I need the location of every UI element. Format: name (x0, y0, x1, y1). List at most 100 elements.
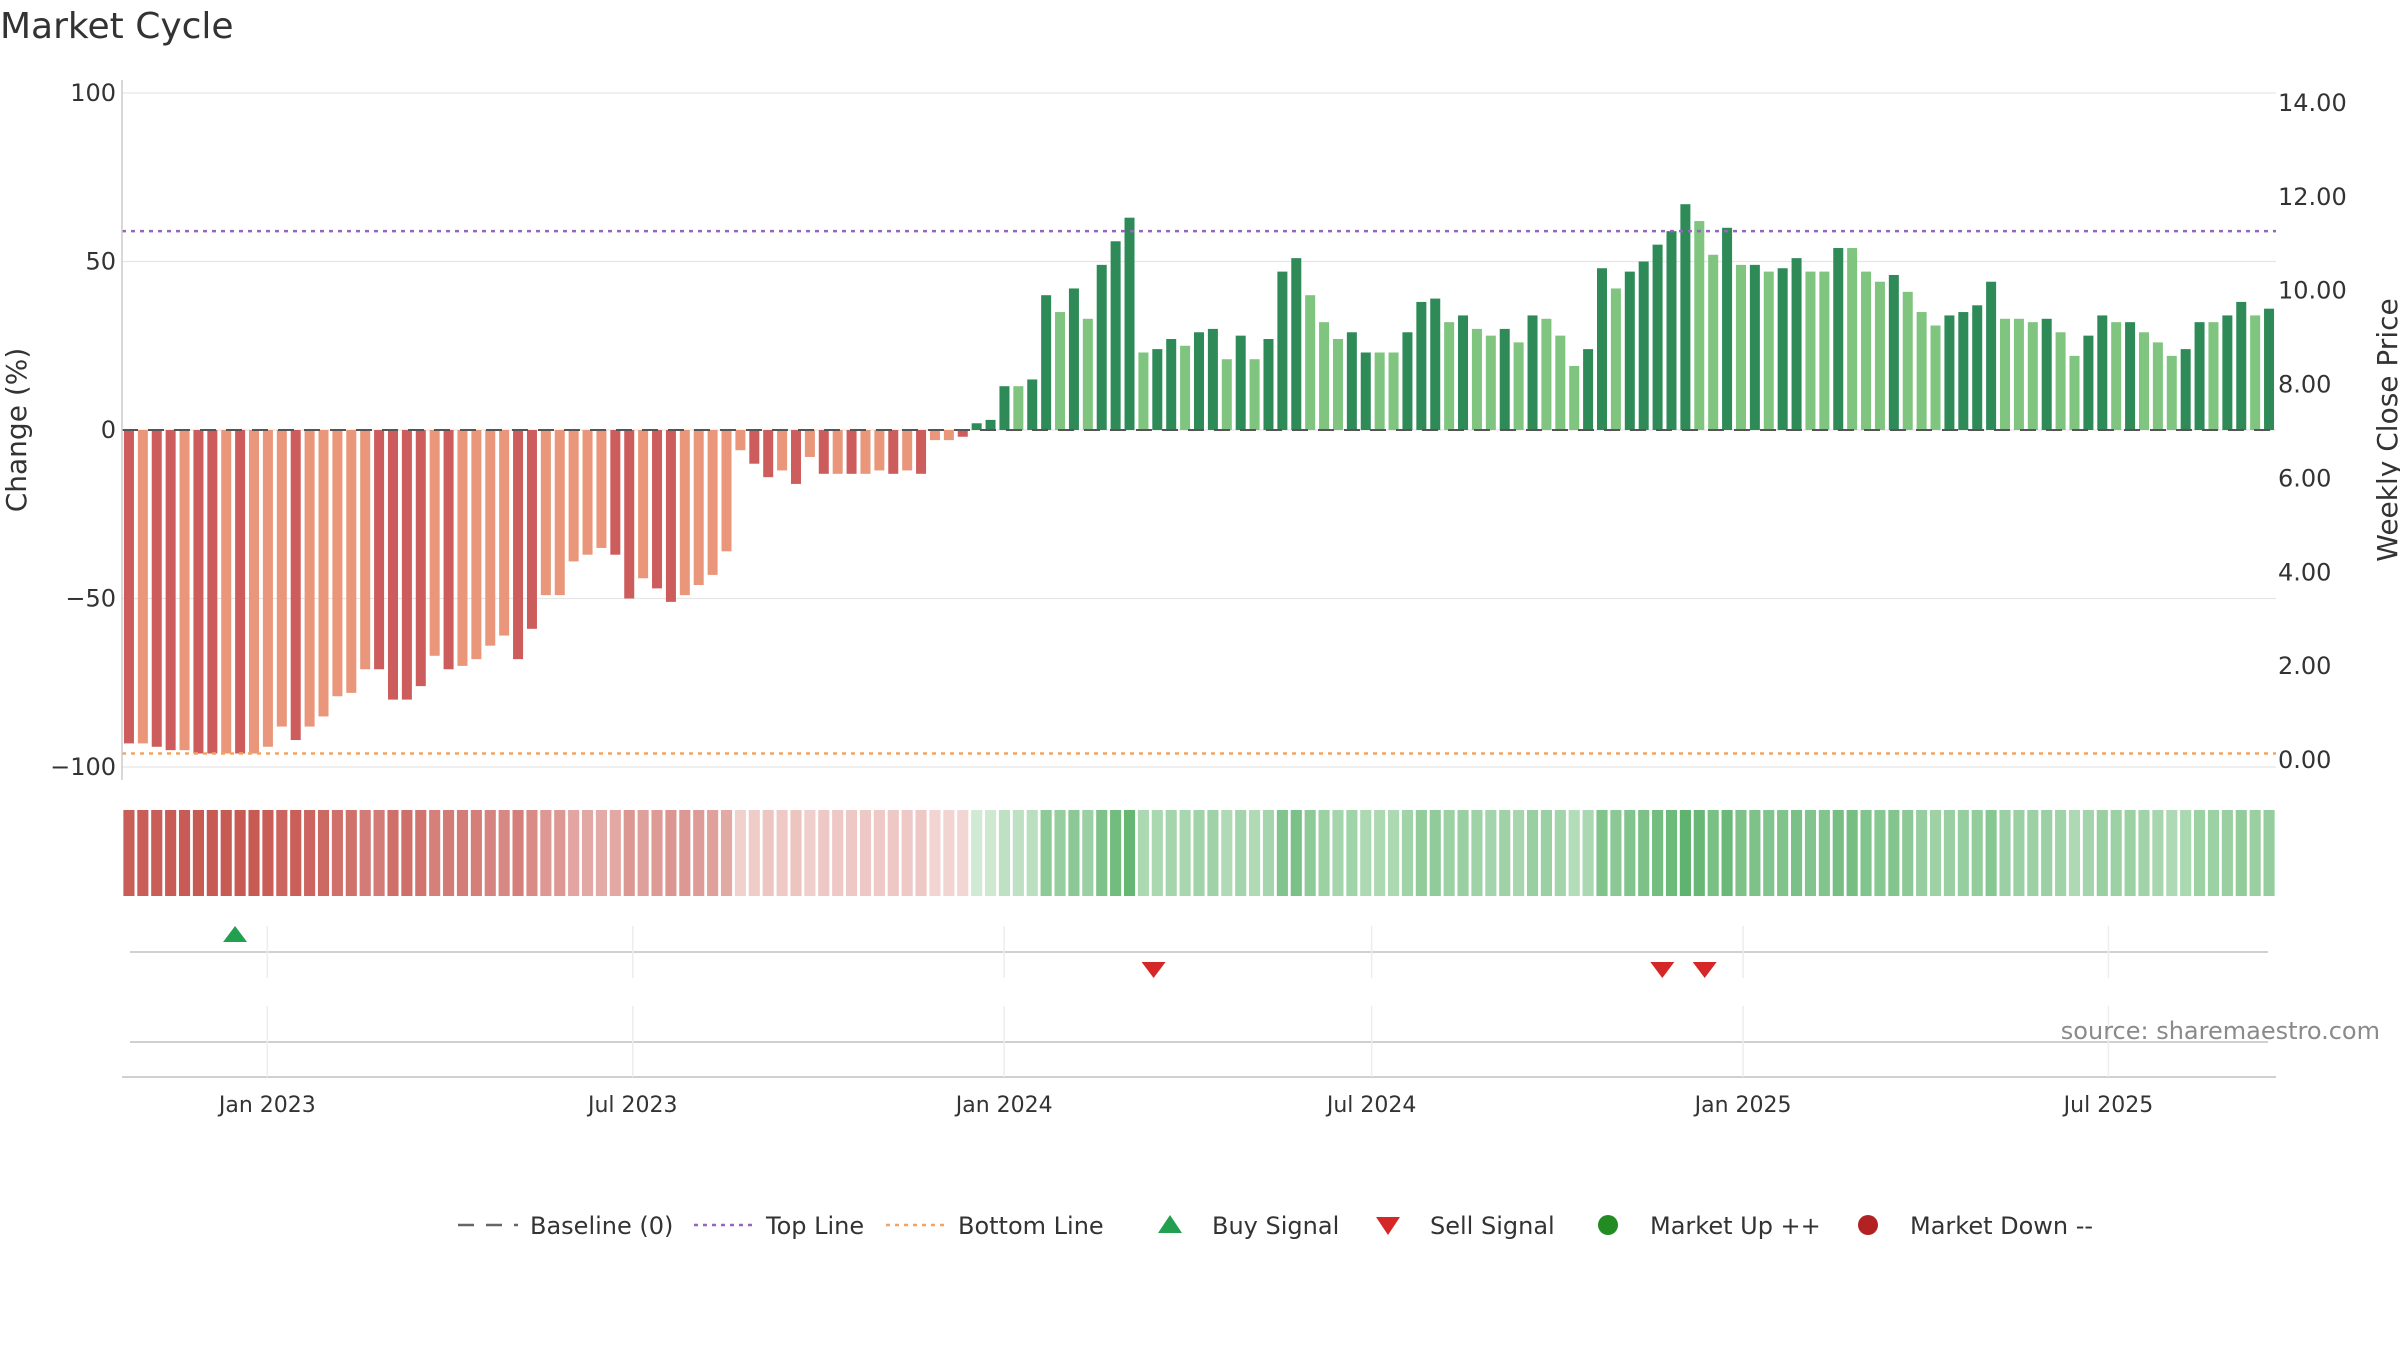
heat-cell (1401, 810, 1414, 896)
bar (1541, 318, 1552, 430)
legend-swatch (1858, 1215, 1878, 1235)
bar (1388, 352, 1399, 430)
x-tick-label: Jan 2023 (217, 1093, 316, 1118)
bar (1847, 248, 1858, 430)
bar (554, 430, 565, 596)
heat-cell (2235, 810, 2247, 896)
bar (2180, 349, 2191, 430)
bar (2000, 318, 2011, 430)
bar (1708, 254, 1719, 430)
bar (513, 430, 524, 660)
bars-group (123, 204, 2275, 754)
bar (151, 430, 162, 747)
bar (1471, 328, 1482, 430)
heat-cell (1137, 810, 1149, 896)
bar (1444, 322, 1455, 430)
heat-cell (151, 810, 163, 896)
bar (1916, 312, 1927, 430)
bar (693, 430, 704, 586)
heat-cell (623, 810, 635, 896)
heat-cell (206, 810, 218, 896)
bar (679, 430, 690, 596)
bar (2250, 315, 2261, 430)
bar (290, 430, 301, 741)
bar (2208, 322, 2219, 430)
heat-cell (581, 810, 594, 896)
bar (1458, 315, 1469, 430)
heat-cell (1026, 810, 1038, 896)
bar (1735, 264, 1746, 430)
bar (1930, 325, 1941, 430)
heat-cell (1582, 810, 1594, 896)
heat-cell (957, 810, 969, 896)
bar (401, 430, 412, 700)
bar (1722, 227, 1733, 430)
bar (1180, 345, 1191, 430)
bar (1791, 258, 1802, 430)
heat-cell (1596, 810, 1608, 896)
bar (485, 430, 496, 646)
legend-label: Baseline (0) (530, 1212, 673, 1240)
bar (249, 430, 260, 754)
heat-cell (1818, 810, 1830, 896)
heat-cell (2138, 810, 2150, 896)
bar (1193, 332, 1205, 430)
bar (957, 430, 968, 437)
heat-cell (1360, 810, 1372, 896)
heat-cell (1249, 810, 1261, 896)
buy-signal-marker (223, 926, 248, 942)
heat-cell (304, 810, 316, 896)
heat-cell (123, 810, 135, 896)
bar (1013, 386, 1024, 430)
bar (332, 430, 343, 697)
heat-cell (790, 810, 802, 896)
heat-cell (2082, 810, 2094, 896)
bar (763, 430, 774, 478)
heat-cell (2055, 810, 2067, 896)
heat-cell (1916, 810, 1928, 896)
bar (1207, 328, 1218, 430)
heat-cell (2110, 810, 2122, 896)
heat-cell (401, 810, 413, 896)
y-tick-label: 100 (70, 79, 116, 107)
heat-cell (637, 810, 649, 896)
bar (1513, 342, 1524, 430)
bar (999, 386, 1010, 430)
right-axis-ticks: 14.00 12.00 10.00 8.00 6.00 4.00 2.00 0.00 (2278, 89, 2347, 774)
heat-cell (1165, 810, 1177, 896)
bar (902, 430, 913, 471)
bar (735, 430, 746, 451)
heat-cell (1721, 810, 1733, 896)
left-axis-ticks: 100 50 0 −50 −100 (50, 79, 116, 781)
bar (568, 430, 579, 562)
bar (1527, 315, 1538, 430)
heat-cell (915, 810, 927, 896)
bar (1166, 339, 1177, 430)
bar (1652, 244, 1663, 430)
bar (2236, 301, 2247, 430)
bar (374, 430, 385, 670)
bar (1958, 312, 1969, 430)
bar (471, 430, 482, 660)
bar (665, 430, 676, 602)
signal-panel (122, 926, 2276, 1078)
heat-cell (1040, 810, 1052, 896)
x-tick-label: Jul 2024 (1325, 1093, 1417, 1118)
bar (1694, 221, 1705, 430)
heat-cell (1665, 810, 1678, 896)
bar (582, 430, 593, 555)
heat-cell (1707, 810, 1719, 896)
bar (2222, 315, 2233, 430)
x-tick-label: Jul 2025 (2062, 1093, 2154, 1118)
bar (2055, 332, 2066, 430)
heat-cell (1957, 810, 1969, 896)
bar (193, 430, 204, 754)
heat-cell (707, 810, 719, 896)
bar (1332, 339, 1343, 430)
bar (1416, 301, 1427, 430)
heat-cell (1290, 810, 1302, 896)
heat-cell (873, 810, 885, 896)
legend-swatch (1376, 1217, 1400, 1235)
heat-cell (262, 810, 274, 896)
heat-cell (901, 810, 913, 896)
